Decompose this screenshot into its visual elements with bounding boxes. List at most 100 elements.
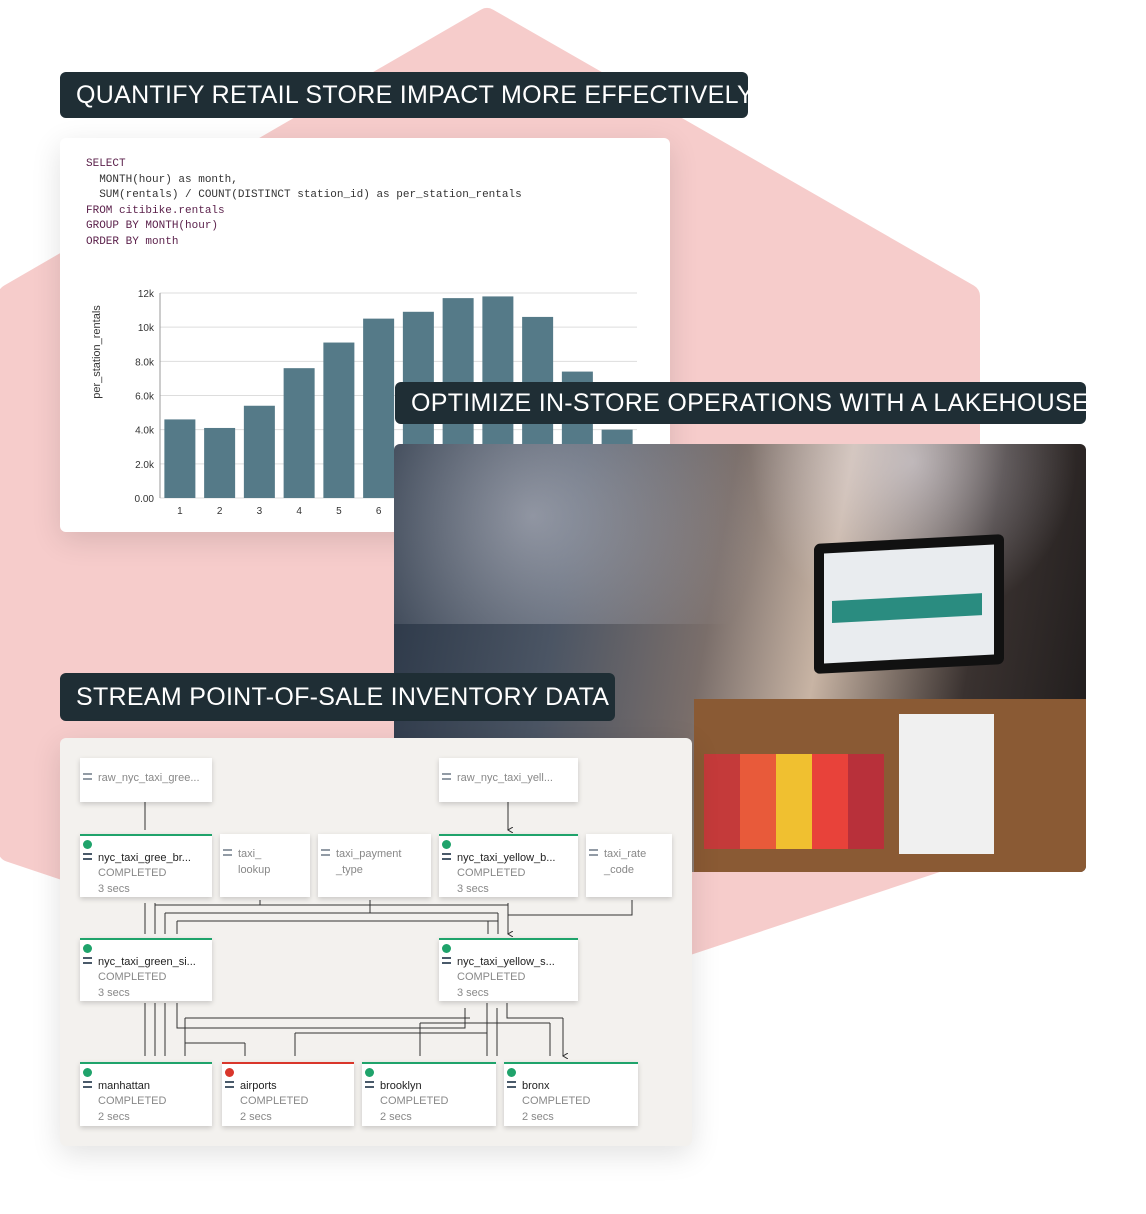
sql-line: SELECT (86, 158, 126, 170)
status-badge (83, 1068, 92, 1077)
node-label: bronx (522, 1080, 550, 1092)
node-duration: 2 secs (240, 1111, 272, 1123)
table-icon (442, 853, 451, 860)
node-status: COMPLETED (522, 1095, 591, 1107)
node-label-line: taxi_rate (604, 848, 647, 860)
table-icon (442, 957, 451, 964)
photo-box (899, 714, 994, 854)
y-tick-label: 10k (138, 323, 155, 334)
node-status: COMPLETED (457, 971, 526, 983)
table-icon (223, 849, 232, 856)
status-badge (83, 840, 92, 849)
node-label: manhattan (98, 1080, 150, 1092)
node-label: brooklyn (380, 1080, 422, 1092)
node-label-line: nyc_taxi_yellow_b... (457, 852, 556, 864)
table-icon (321, 849, 330, 856)
sql-line: FROM citibike.rentals (86, 204, 225, 217)
node-label: airports (240, 1080, 277, 1092)
node-label-line: manhattan (98, 1080, 150, 1092)
bar (243, 405, 275, 498)
y-axis-label: per_station_rentals (91, 305, 103, 399)
node-status: COMPLETED (98, 971, 167, 983)
heading: OPTIMIZE IN-STORE OPERATIONS WITH A LAKE… (395, 382, 1089, 424)
sql-code: SELECT MONTH(hour) as month, SUM(rentals… (86, 157, 522, 250)
sql-line: ORDER BY month (86, 235, 179, 248)
node-duration: 2 secs (98, 1111, 130, 1123)
y-tick-label: 12k (138, 289, 155, 300)
node-duration: 2 secs (522, 1111, 554, 1123)
node-label: raw_nyc_taxi_gree... (98, 770, 200, 786)
pipeline-node: nyc_taxi_yellow_s... COMPLETED 3 secs (439, 938, 578, 1001)
node-status: COMPLETED (98, 1095, 167, 1107)
x-tick-label: 6 (376, 506, 382, 517)
table-icon (83, 853, 92, 860)
node-label-line: bronx (522, 1080, 550, 1092)
status-badge (507, 1068, 516, 1077)
node-status: COMPLETED (98, 867, 167, 879)
bar (323, 342, 355, 498)
node-label-line: nyc_taxi_green_si... (98, 956, 196, 968)
photo-screen (824, 544, 994, 664)
node-label: taxi_payment _type (336, 846, 401, 878)
table-icon (83, 1081, 92, 1088)
node-label-line: nyc_taxi_yellow_s... (457, 956, 555, 968)
x-tick-label: 1 (177, 506, 183, 517)
node-duration: 3 secs (457, 987, 489, 999)
pipeline-node: taxi_rate _code (586, 834, 672, 897)
pipeline-node: manhattan COMPLETED 2 secs (80, 1062, 212, 1126)
node-duration: 3 secs (98, 883, 130, 895)
table-icon (225, 1081, 234, 1088)
table-icon (365, 1081, 374, 1088)
node-status: COMPLETED (240, 1095, 309, 1107)
node-label-line: brooklyn (380, 1080, 422, 1092)
photo-bags (704, 754, 884, 849)
photo-monitor (814, 534, 1004, 674)
node-label-line: raw_nyc_taxi_gree... (98, 772, 200, 784)
node-label-line: taxi_ (238, 848, 262, 860)
node-label-line: lookup (238, 864, 271, 876)
pipeline-node: nyc_taxi_green_si... COMPLETED 3 secs (80, 938, 212, 1001)
x-tick-label: 2 (217, 506, 223, 517)
status-badge (442, 840, 451, 849)
pipeline-node: taxi_payment _type (318, 834, 431, 897)
pipeline-node: nyc_taxi_gree_br... COMPLETED 3 secs (80, 834, 212, 897)
node-label: taxi_lookup (238, 846, 270, 878)
node-label: nyc_taxi_gree_br... (98, 852, 191, 864)
table-icon (507, 1081, 516, 1088)
node-label-line: raw_nyc_taxi_yell... (457, 772, 553, 784)
pipeline-node: nyc_taxi_yellow_b... COMPLETED 3 secs (439, 834, 578, 897)
sql-line: SUM(rentals) / COUNT(DISTINCT station_id… (86, 189, 522, 201)
node-duration: 3 secs (98, 987, 130, 999)
node-label-line: _type (336, 864, 363, 876)
node-label: taxi_rate _code (604, 846, 646, 878)
node-label: raw_nyc_taxi_yell... (457, 770, 553, 786)
pipeline-node: raw_nyc_taxi_gree... (80, 758, 212, 802)
pipeline-node: airports COMPLETED 2 secs (222, 1062, 354, 1126)
node-duration: 2 secs (380, 1111, 412, 1123)
node-label: nyc_taxi_yellow_b... (457, 852, 555, 864)
y-tick-label: 8.0k (135, 357, 155, 368)
photo-screen-bars (832, 593, 982, 624)
status-badge (83, 944, 92, 953)
status-badge (365, 1068, 374, 1077)
node-status: COMPLETED (457, 867, 526, 879)
bar (204, 427, 236, 498)
node-label: nyc_taxi_green_si... (98, 956, 196, 968)
store-photo (394, 444, 1086, 872)
x-tick-label: 5 (336, 506, 342, 517)
bar (164, 419, 196, 498)
y-tick-label: 6.0k (135, 392, 155, 403)
bar (363, 318, 395, 498)
y-tick-label: 2.0k (135, 460, 155, 471)
node-label-line: nyc_taxi_gree_br... (98, 852, 191, 864)
node-label: nyc_taxi_yellow_s... (457, 956, 555, 968)
bar (283, 368, 315, 498)
x-tick-label: 3 (257, 506, 263, 517)
node-label-line: taxi_payment (336, 848, 402, 860)
sql-line: MONTH(hour) as month, (86, 173, 238, 186)
node-label-line: _code (604, 864, 634, 876)
node-label-line: airports (240, 1080, 277, 1092)
pipeline-node: raw_nyc_taxi_yell... (439, 758, 578, 802)
heading: STREAM POINT-OF-SALE INVENTORY DATA (60, 673, 615, 721)
